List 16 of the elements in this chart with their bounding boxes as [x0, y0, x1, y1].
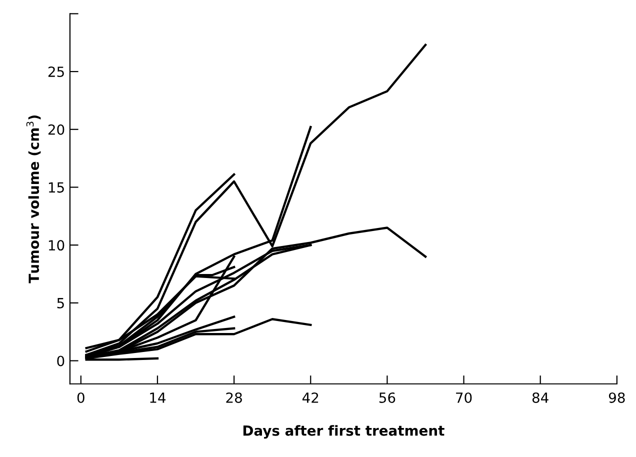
- x-tick-label: 42: [302, 392, 318, 403]
- x-tick-label: 84: [532, 392, 548, 403]
- x-tick-label: 56: [379, 392, 396, 403]
- x-tick-label: 0: [77, 392, 84, 403]
- y-tick-label: 0: [57, 356, 64, 366]
- x-tick-label: 70: [456, 392, 472, 403]
- x-tick-label: 28: [226, 392, 242, 403]
- y-tick-label: 15: [48, 182, 64, 193]
- x-axis-title: Days after first treatment: [243, 425, 444, 439]
- x-tick-label: 14: [150, 392, 166, 403]
- y-tick-label: 5: [57, 298, 64, 308]
- y-tick-label: 25: [48, 66, 64, 78]
- y-tick-label: 10: [48, 240, 64, 251]
- y-tick-label: 20: [48, 124, 64, 135]
- x-tick-label: 98: [608, 392, 625, 403]
- y-axis-title: Tumour volume (cm$^{3}$): [26, 115, 41, 284]
